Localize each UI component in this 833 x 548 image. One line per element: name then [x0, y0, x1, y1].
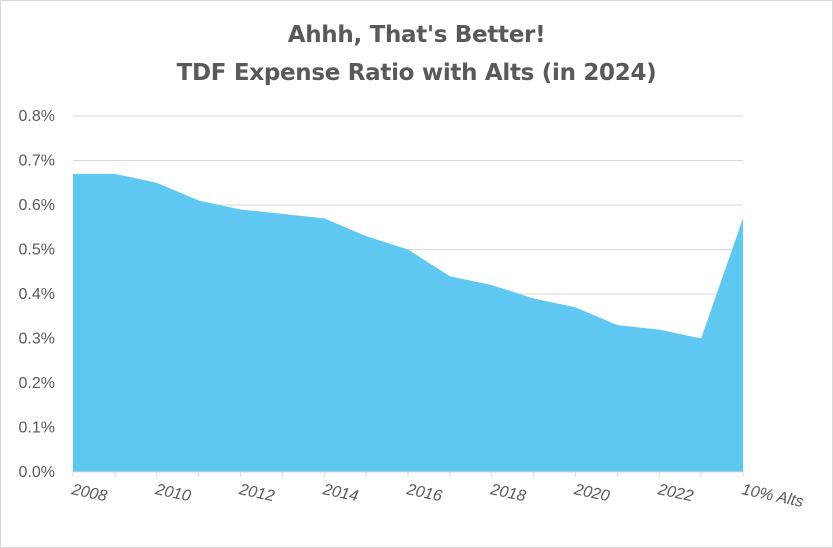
y-tick-label: 0.4%: [19, 286, 55, 303]
x-tick-label: 2008: [69, 481, 108, 505]
chart-subtitle: TDF Expense Ratio with Alts (in 2024): [176, 60, 657, 86]
y-tick-label: 0.3%: [19, 331, 55, 348]
x-tick-label: 2014: [320, 481, 359, 505]
y-tick-label: 0.6%: [19, 197, 55, 214]
y-tick-labels: 0.0% 0.1% 0.2% 0.3% 0.4% 0.5% 0.6% 0.7% 0.8%: [19, 108, 55, 481]
y-tick-label: 0.2%: [19, 375, 55, 392]
axes: [72, 471, 744, 477]
y-tick-label: 0.1%: [19, 420, 55, 437]
chart-title: Ahhh, That's Better!: [287, 22, 546, 48]
area-series-fill: [73, 173, 743, 472]
x-tick-label: 2018: [488, 481, 527, 505]
y-tick-label: 0.8%: [19, 108, 55, 125]
x-tick-label: 2012: [237, 481, 276, 505]
y-tick-label: 0.0%: [19, 464, 55, 481]
area-series: [72, 173, 744, 472]
x-tick-label: 2016: [404, 481, 443, 505]
y-tick-label: 0.5%: [19, 242, 55, 259]
x-tick-label: 10% Alts: [740, 481, 805, 511]
x-tick-labels: 2008 2010 2012 2014 2016 2018 2020 2022 10% Alts: [69, 481, 805, 511]
x-tick-label: 2010: [153, 481, 192, 505]
x-tick-label: 2022: [655, 481, 694, 505]
y-tick-label: 0.7%: [19, 153, 55, 170]
x-tick-label: 2020: [572, 481, 611, 505]
